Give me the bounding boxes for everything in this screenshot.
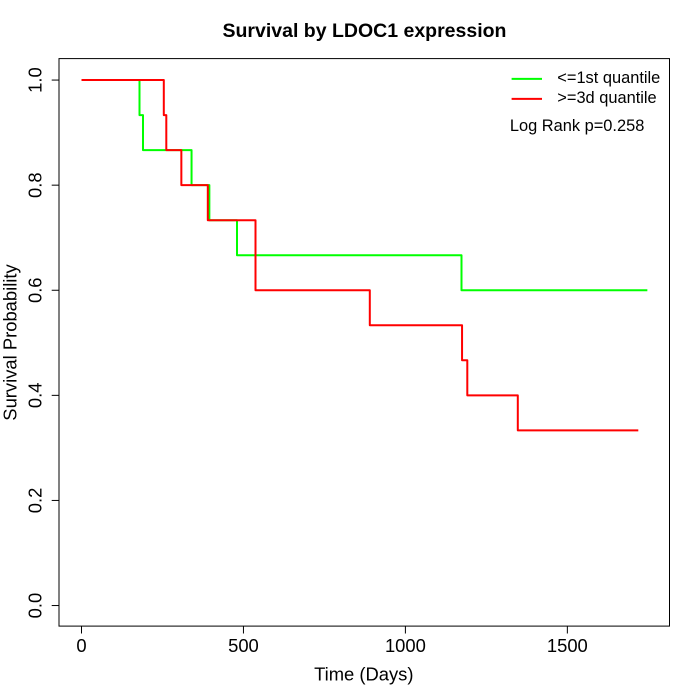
- svg-text:Survival Probability: Survival Probability: [0, 264, 20, 421]
- svg-text:0.0: 0.0: [25, 593, 46, 619]
- svg-text:0.8: 0.8: [25, 172, 46, 198]
- svg-text:1000: 1000: [385, 635, 426, 656]
- svg-text:>=3d quantile: >=3d quantile: [557, 89, 656, 107]
- svg-text:Survival by LDOC1 expression: Survival by LDOC1 expression: [223, 20, 507, 42]
- svg-text:Time (Days): Time (Days): [314, 663, 413, 684]
- svg-text:500: 500: [228, 635, 259, 656]
- svg-text:Log Rank p=0.258: Log Rank p=0.258: [510, 117, 644, 135]
- svg-text:0.6: 0.6: [25, 277, 46, 303]
- svg-text:1500: 1500: [547, 635, 588, 656]
- svg-text:0.4: 0.4: [25, 383, 46, 409]
- svg-text:0: 0: [76, 635, 86, 656]
- svg-text:<=1st quantile: <=1st quantile: [557, 69, 660, 87]
- svg-text:0.2: 0.2: [25, 488, 46, 514]
- svg-text:1.0: 1.0: [25, 67, 46, 93]
